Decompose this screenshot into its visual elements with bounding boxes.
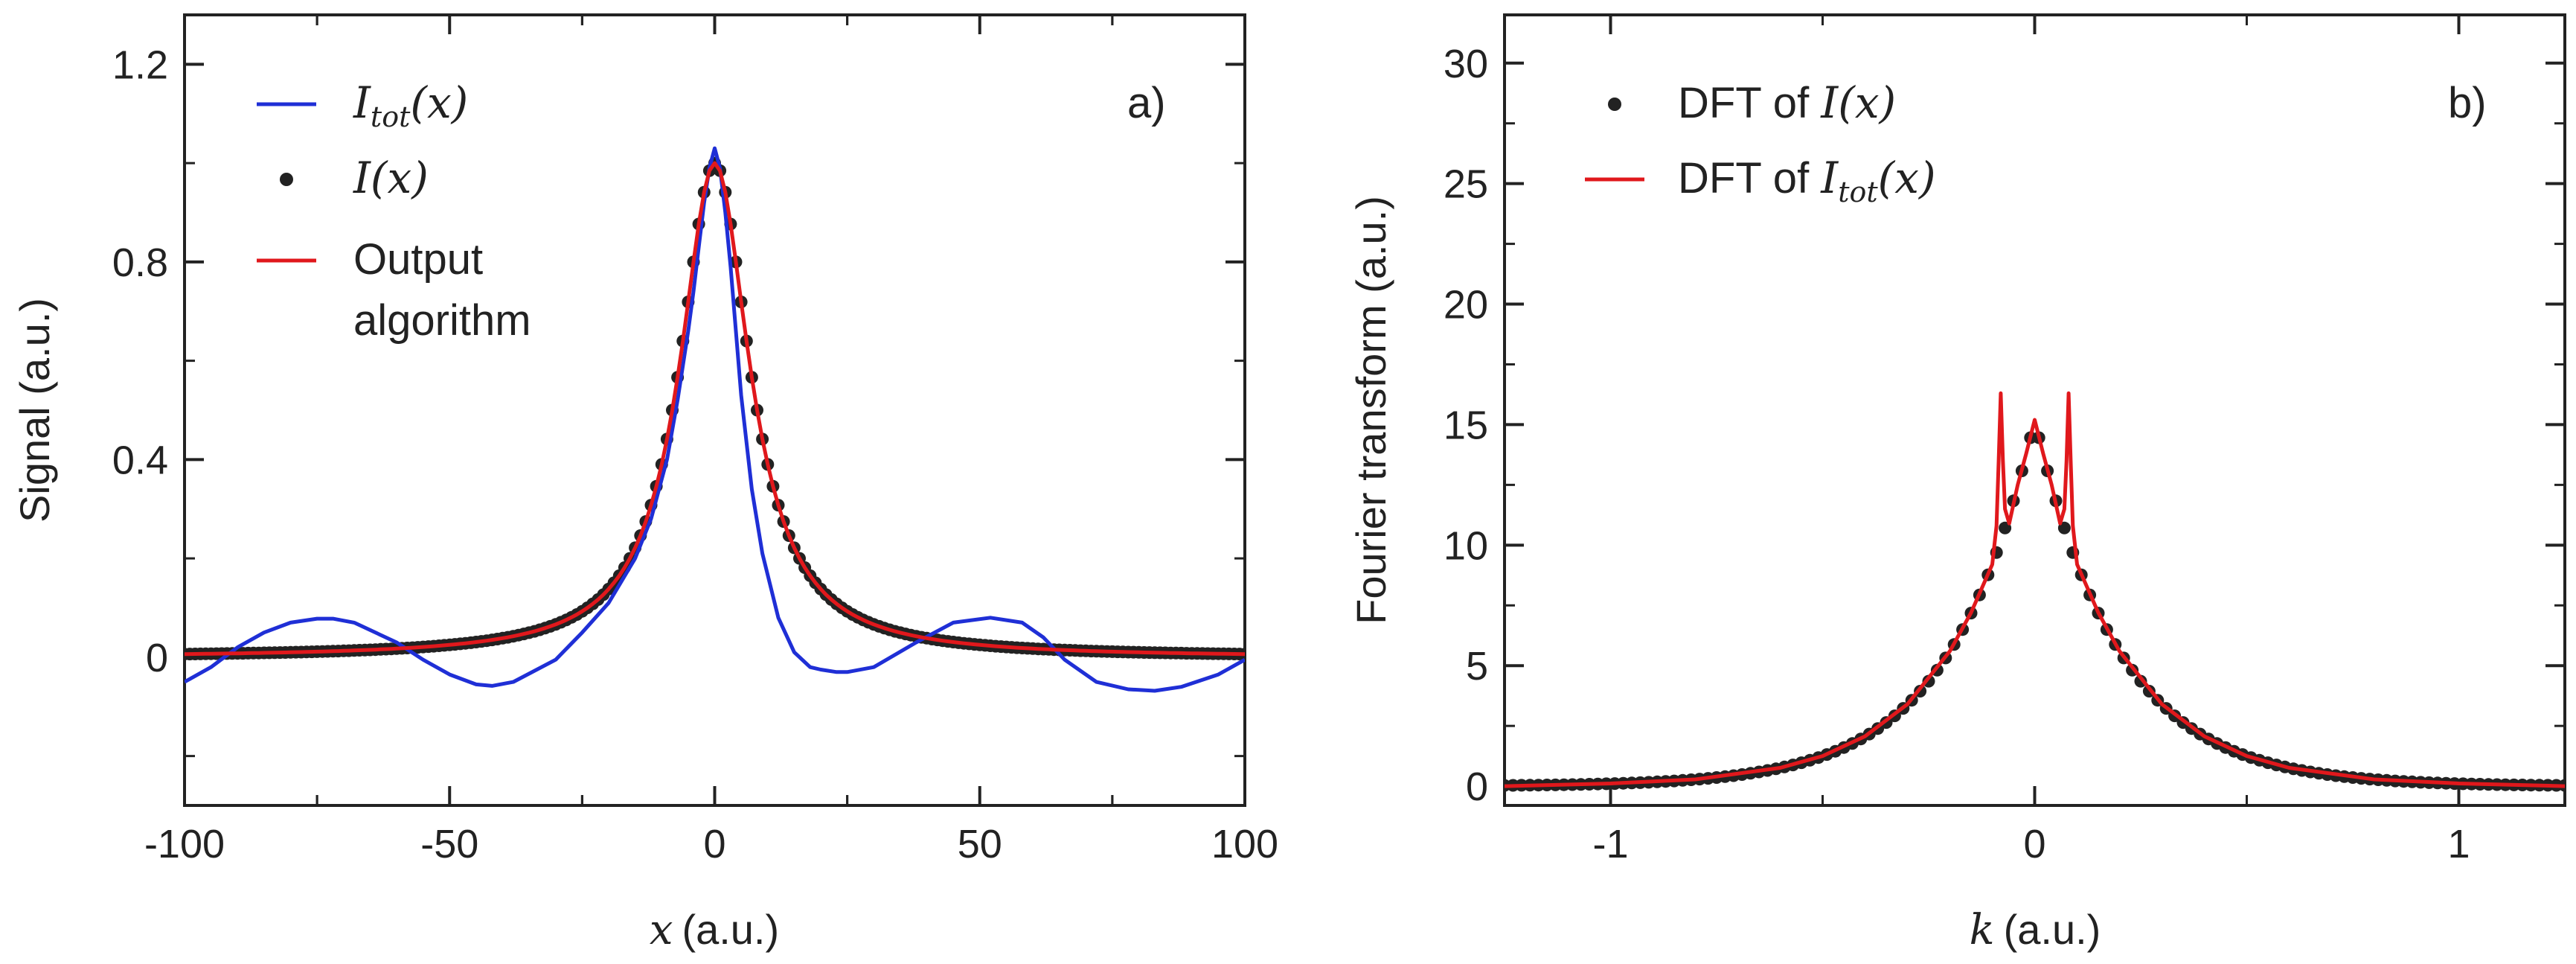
y-tick-label-a: 1.2 <box>112 42 168 87</box>
y-tick-label-b: 0 <box>1466 765 1488 809</box>
panel-a-ylabel: Signal (a.u.) <box>11 298 58 523</box>
legend-b-dft-ix-main: I <box>1820 77 1839 128</box>
x-tick-label-b: -1 <box>1592 822 1628 866</box>
y-tick-label-a: 0.4 <box>112 438 168 482</box>
legend-a-ix-arg: (x) <box>371 153 429 203</box>
x-tick-label-a: -50 <box>420 822 478 866</box>
x-tick-label-a: 50 <box>958 822 1002 866</box>
plot-area-a <box>185 146 1245 693</box>
y-tick-label-b: 5 <box>1466 644 1488 689</box>
y-tick-label-b: 15 <box>1444 403 1488 447</box>
y-tick-label-b: 20 <box>1444 283 1488 328</box>
y-tick-label-b: 30 <box>1444 42 1488 86</box>
plot-area-b <box>1505 391 2565 792</box>
legend-b-dft-itot-arg: (x) <box>1878 153 1936 203</box>
panel-b-ylabel: Fourier transform (a.u.) <box>1348 196 1394 625</box>
panel-b-xlabel-unit: (a.u.) <box>2004 906 2101 953</box>
x-tick-label-a: 100 <box>1211 822 1278 866</box>
y-tick-label-a: 0.8 <box>112 240 168 285</box>
y-tick-label-b: 10 <box>1444 523 1488 568</box>
legend-b-dft-itot-main: I <box>1820 153 1839 203</box>
series-line-output-algorithm <box>185 161 1245 657</box>
panel-b-legend: DFT of I(x) DFT of Itot(x) <box>1585 77 1936 208</box>
panel-a: -100 -50 0 50 100 0 0.4 0.8 1.2 a) Signal (a.u.)… <box>11 13 1278 954</box>
panel-b-xlabel: k (a.u.) <box>1970 906 2101 954</box>
panel-a-series <box>185 146 1245 693</box>
legend-b-dft-itot-prefix: DFT of <box>1678 154 1821 202</box>
series-line-dft-of-i-tot-x- <box>1505 391 2565 788</box>
x-tick-label-b: 1 <box>2447 822 2470 866</box>
legend-a-ix-swatch <box>280 173 293 186</box>
x-tick-label-b: 0 <box>2023 822 2045 866</box>
y-tick-label-a: 0 <box>146 636 168 680</box>
panel-b-xlabel-var: k <box>1970 906 1995 954</box>
series-line-i-tot-x- <box>185 146 1245 693</box>
panel-a-tick-labels: -100 -50 0 50 100 0 0.4 0.8 1.2 <box>112 42 1278 866</box>
panel-b-series <box>1505 391 2565 792</box>
panel-a-letter: a) <box>1127 79 1166 127</box>
legend-a-itot-main: I <box>353 77 371 128</box>
legend-a-itot-sub: tot <box>371 100 411 133</box>
legend-b-dft-ix-prefix: DFT of <box>1678 79 1821 127</box>
panel-a-xlabel: x (a.u.) <box>650 906 779 954</box>
legend-b-dft-ix-arg: (x) <box>1838 77 1896 128</box>
legend-b-dft-ix-label: DFT of I(x) <box>1678 77 1896 128</box>
legend-b-dft-itot-sub: tot <box>1838 176 1878 208</box>
x-tick-label-a: -100 <box>144 822 225 866</box>
panel-a-xlabel-unit: (a.u.) <box>682 906 779 953</box>
legend-a-ix-main: I <box>353 153 371 203</box>
legend-b-dft-itot-label: DFT of Itot(x) <box>1678 153 1936 208</box>
legend-b-dft-ix-swatch <box>1608 98 1621 111</box>
legend-a-output-line1: Output <box>353 235 483 284</box>
y-tick-label-b: 25 <box>1444 162 1488 207</box>
panel-a-xlabel-var: x <box>650 906 673 954</box>
legend-a-output-line2: algorithm <box>353 296 531 345</box>
panel-b-letter: b) <box>2448 79 2487 127</box>
legend-a-ix-label: I(x) <box>353 153 429 203</box>
panel-a-ticks <box>183 15 1246 805</box>
panel-a-frame <box>183 13 1246 807</box>
panel-b-ticks <box>1505 15 2565 805</box>
x-tick-label-a: 0 <box>703 822 725 866</box>
panel-b-frame <box>1503 13 2566 807</box>
legend-a-itot-arg: (x) <box>410 77 468 128</box>
panel-a-legend: Itot(x) I(x) Output algorithm <box>257 77 531 345</box>
legend-a-itot-label: Itot(x) <box>353 77 468 133</box>
